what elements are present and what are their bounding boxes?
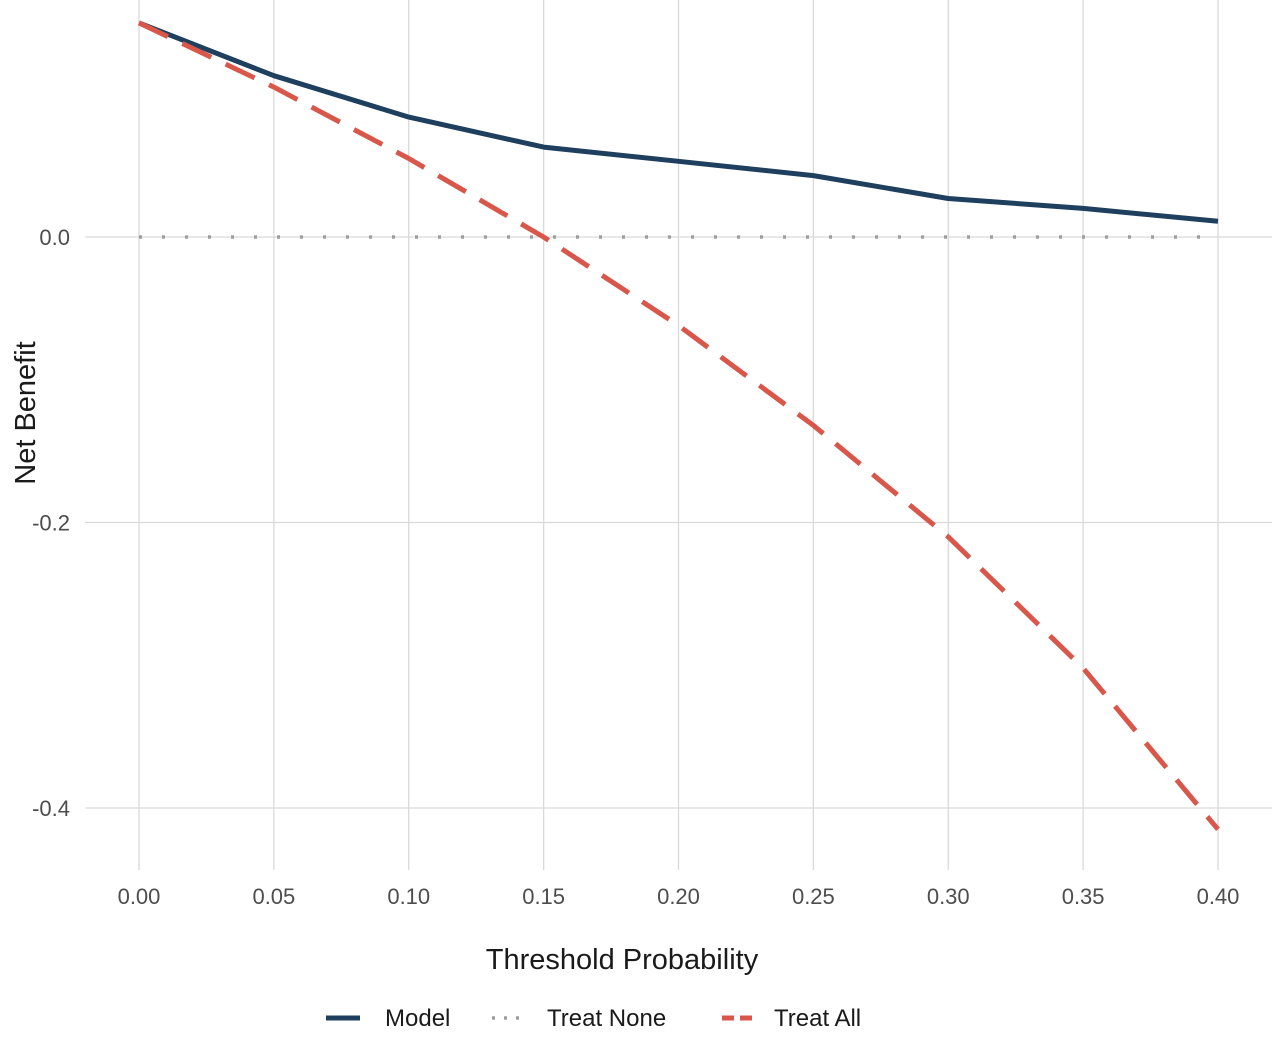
y-tick-label: 0.0 <box>39 225 70 250</box>
x-tick-label: 0.20 <box>657 884 700 909</box>
legend-label-model: Model <box>385 1005 450 1032</box>
x-tick-label: 0.40 <box>1197 884 1240 909</box>
y-axis-title: Net Benefit <box>10 341 42 484</box>
series-line-model <box>138 20 1219 224</box>
x-tick-label: 0.10 <box>387 884 430 909</box>
legend-label-treat-none: Treat None <box>547 1005 666 1032</box>
x-tick-label: 0.00 <box>118 884 161 909</box>
x-tick-label: 0.30 <box>927 884 970 909</box>
x-tick-label: 0.35 <box>1062 884 1105 909</box>
legend: Model Treat None Treat All <box>326 1005 861 1032</box>
legend-label-treat-all: Treat All <box>774 1005 861 1032</box>
x-tick-label: 0.15 <box>522 884 565 909</box>
x-tick-label: 0.05 <box>252 884 295 909</box>
series-line-treat-all <box>137 20 1220 832</box>
grid-lines <box>85 0 1272 870</box>
y-tick-label: -0.2 <box>32 511 70 536</box>
x-axis-title: Threshold Probability <box>486 944 759 976</box>
y-axis-tick-labels: 0.0 -0.2 -0.4 <box>32 225 70 821</box>
series-lines <box>137 20 1220 832</box>
x-axis-tick-labels: 0.00 0.05 0.10 0.15 0.20 0.25 0.30 0.35 0.40 <box>118 884 1240 909</box>
y-tick-label: -0.4 <box>32 796 70 821</box>
x-tick-label: 0.25 <box>792 884 835 909</box>
